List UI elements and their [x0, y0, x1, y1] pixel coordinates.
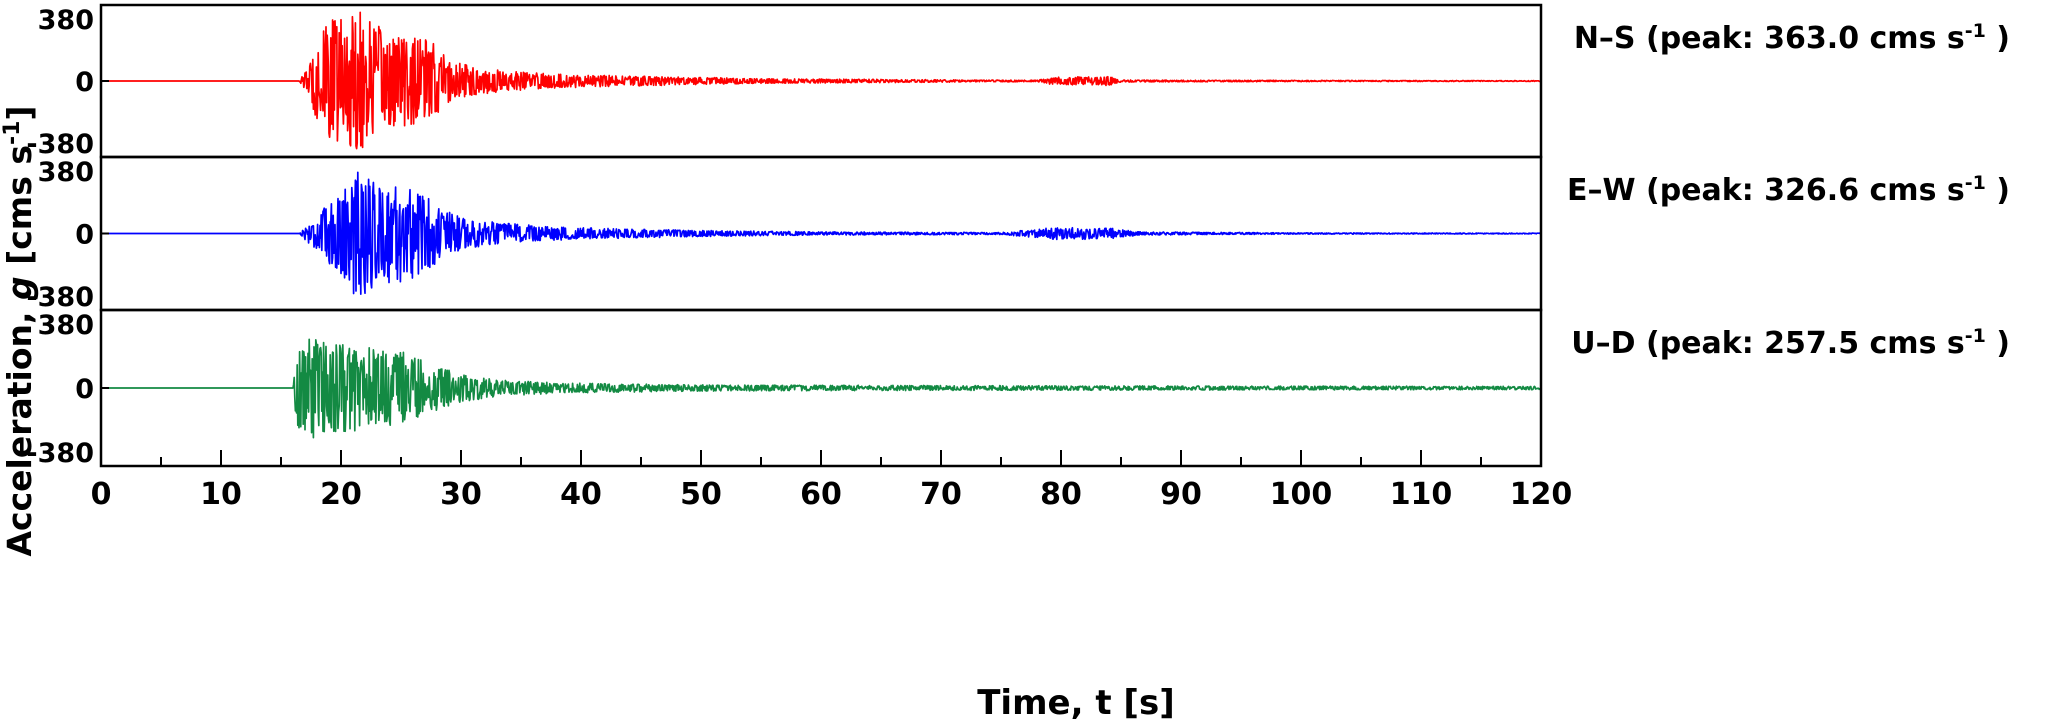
peak-unit: cms s: [1859, 326, 1965, 361]
series-1-annotation: N–S (peak: 363.0 cms s-1 ): [1574, 20, 2010, 56]
peak-prefix: (peak:: [1646, 21, 1764, 56]
peak-value: 257.5: [1764, 326, 1859, 361]
y-axis-label: Acceleration, g [cms s-1]: [0, 105, 39, 556]
x-tick-label: 80: [1040, 477, 1082, 512]
peak-unit: cms s: [1859, 21, 1965, 56]
peak-annotations: N–S (peak: 363.0 cms s-1 )E–W (peak: 326…: [1567, 20, 2010, 361]
series-2-annotation: E–W (peak: 326.6 cms s-1 ): [1567, 172, 2010, 208]
x-tick-label: 0: [91, 477, 112, 512]
series-component: N–S: [1574, 21, 1646, 56]
y-tick-label: 0: [75, 374, 94, 405]
peak-unit-exp: -1: [1965, 20, 1986, 42]
series-3-trace: [100, 338, 1542, 439]
x-tick-label: 40: [560, 477, 602, 512]
y-tick-label: -380: [26, 438, 94, 469]
x-axis: 0 10 20 30 40 50 60 70 80 90 100 110 120: [91, 450, 1573, 512]
series-component: E–W: [1567, 173, 1646, 208]
series-1-trace: [100, 11, 1542, 150]
x-tick-label: 20: [320, 477, 362, 512]
y-tick-label: 0: [75, 67, 94, 98]
x-tick-label: 90: [1160, 477, 1202, 512]
y-axis-label-unit-exp: -1: [0, 121, 25, 145]
series-2-trace: [100, 171, 1542, 295]
x-axis-label: Time, t [s]: [977, 683, 1175, 723]
y-axis-label-unit-close: ]: [0, 105, 39, 120]
y-tick-label: 0: [75, 220, 94, 251]
y-axis-label-unit-open: [cms s: [0, 145, 39, 276]
x-tick-label: 30: [440, 477, 482, 512]
x-axis-label-suffix: [s]: [1112, 683, 1175, 723]
peak-suffix: ): [1986, 326, 2010, 361]
x-axis-label-prefix: Time,: [977, 683, 1095, 723]
x-tick-label: 70: [920, 477, 962, 512]
x-tick-label: 110: [1390, 477, 1453, 512]
x-axis-label-var: t: [1095, 683, 1111, 723]
series-3-annotation: U–D (peak: 257.5 cms s-1 ): [1571, 325, 2010, 361]
peak-suffix: ): [1986, 173, 2010, 208]
peak-unit-exp: -1: [1965, 325, 1986, 347]
peak-prefix: (peak:: [1646, 326, 1764, 361]
y-tick-label: -380: [26, 129, 94, 160]
traces: [100, 11, 1542, 439]
y-tick-label: 380: [38, 310, 94, 341]
peak-value: 326.6: [1764, 173, 1859, 208]
peak-prefix: (peak:: [1646, 173, 1764, 208]
series-component: U–D: [1571, 326, 1646, 361]
peak-value: 363.0: [1764, 21, 1859, 56]
y-tick-label: -380: [26, 282, 94, 313]
x-tick-label: 50: [680, 477, 722, 512]
y-axis-label-prefix: Acceleration,: [0, 300, 39, 557]
x-tick-label: 10: [200, 477, 242, 512]
y-tick-label: 380: [38, 157, 94, 188]
x-tick-label: 100: [1270, 477, 1333, 512]
peak-unit-exp: -1: [1965, 172, 1986, 194]
x-tick-label: 120: [1510, 477, 1573, 512]
peak-unit: cms s: [1859, 173, 1965, 208]
x-tick-label: 60: [800, 477, 842, 512]
peak-suffix: ): [1986, 21, 2010, 56]
y-tick-label: 380: [38, 5, 94, 36]
y-axis-label-var: g: [0, 276, 39, 300]
